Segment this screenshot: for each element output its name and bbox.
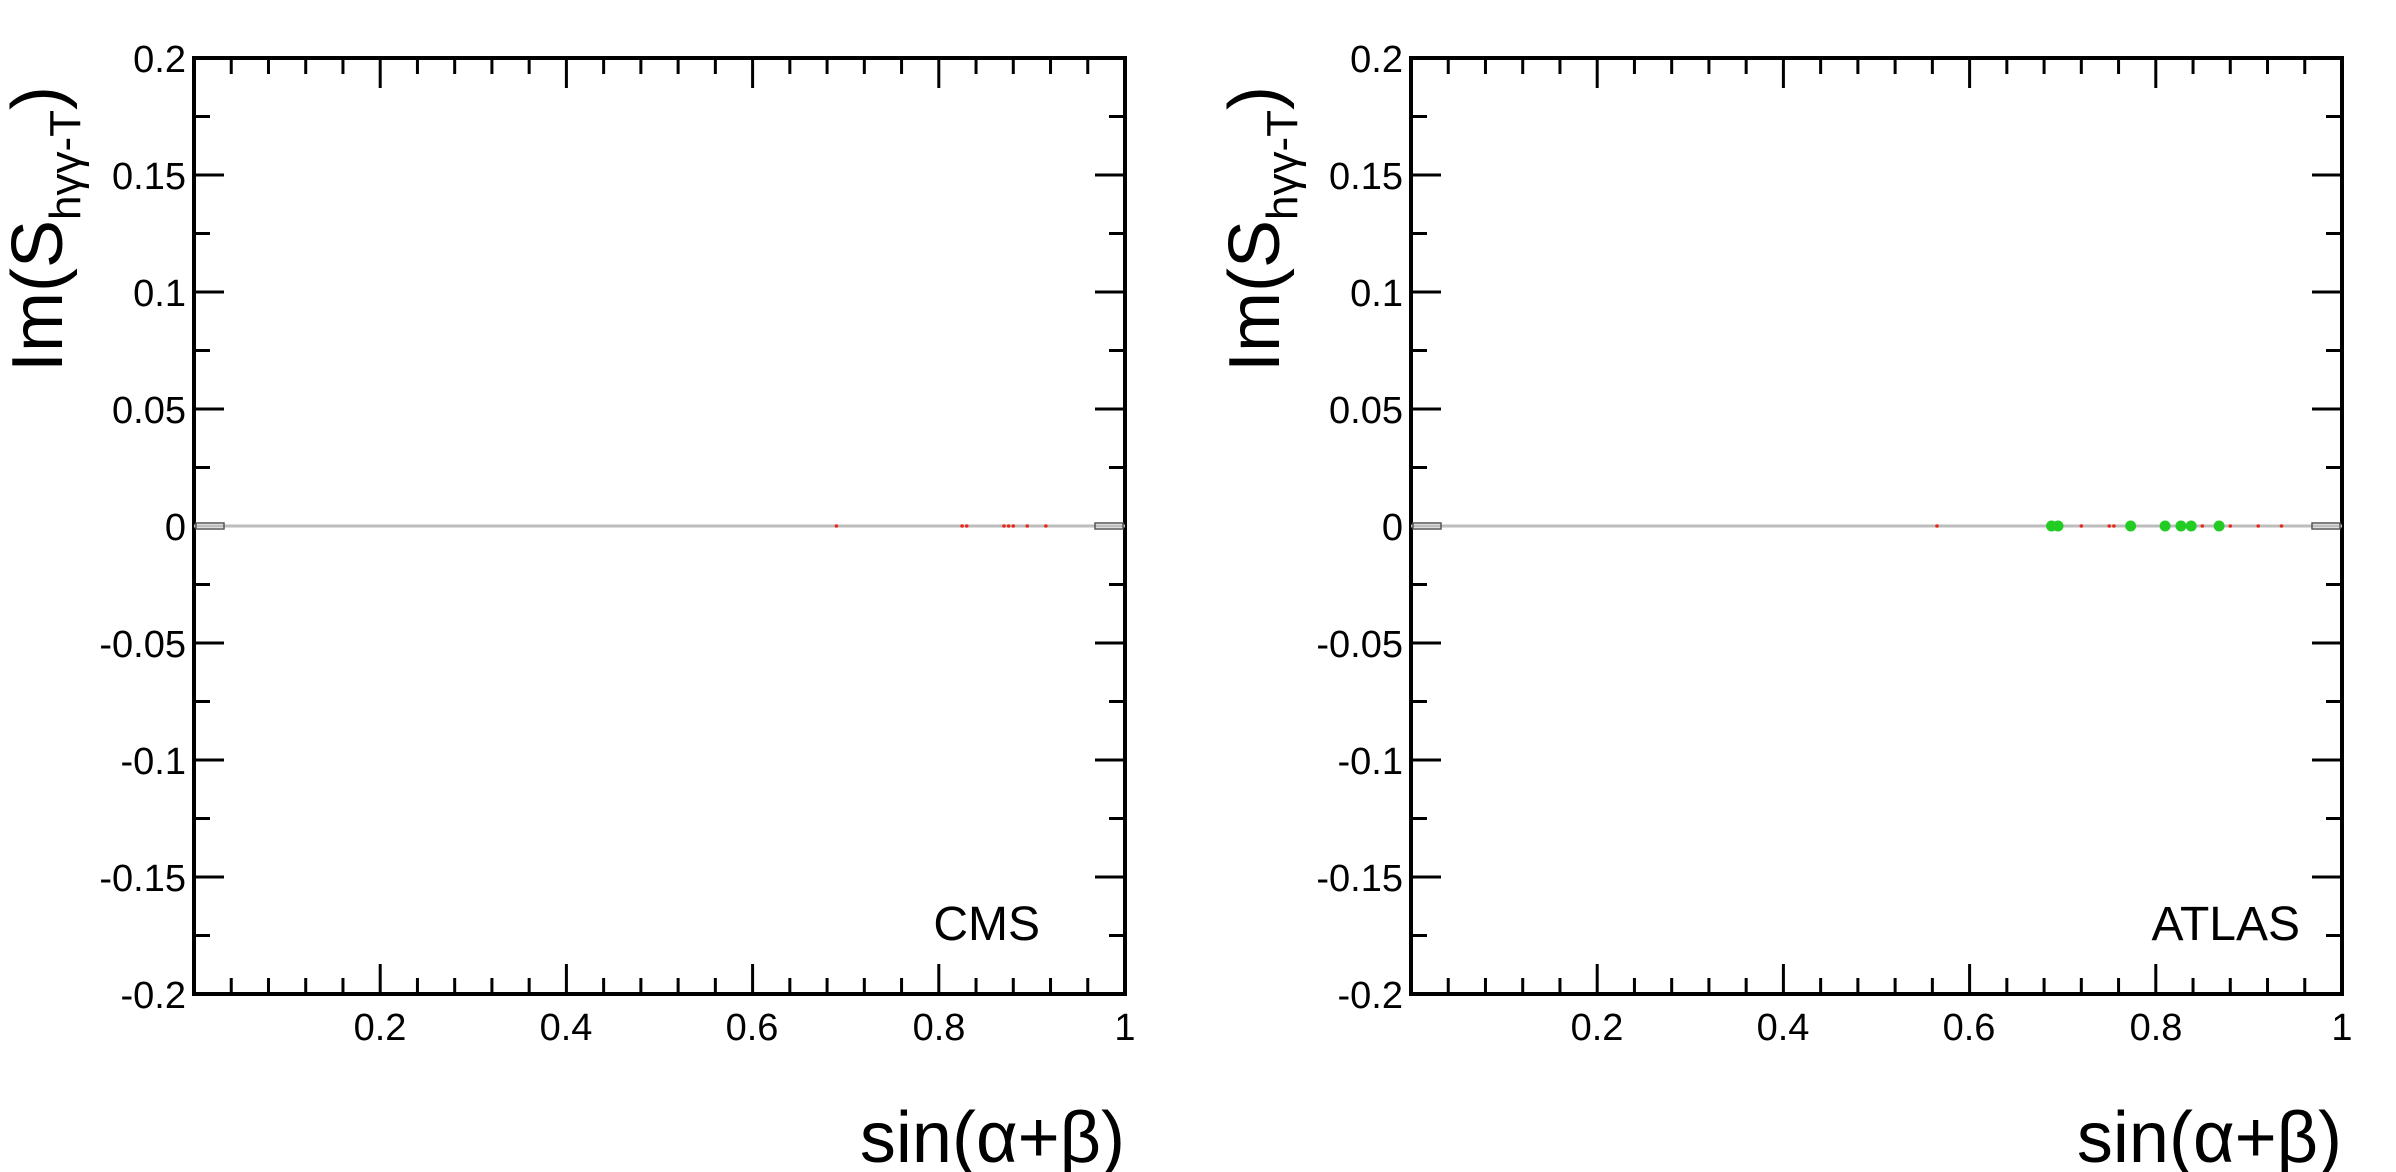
y-axis-label-cms: Im(Shγγ-T) xyxy=(0,86,90,372)
data-point xyxy=(1044,524,1048,528)
band-end-marker xyxy=(1094,522,1124,530)
data-point xyxy=(2052,520,2064,532)
y-tick-label: 0.05 xyxy=(1329,390,1403,432)
series-atlas xyxy=(1411,520,2342,532)
x-tick-labels-cms: 0.2 0.4 0.6 0.8 1 xyxy=(354,1007,1136,1049)
y-tick-label: -0.05 xyxy=(1316,624,1403,666)
y-tick-label: -0.1 xyxy=(1338,741,1403,783)
x-tick-label: 0.8 xyxy=(2130,1007,2183,1049)
data-point xyxy=(960,524,964,528)
y-tick-label: -0.2 xyxy=(1338,975,1403,1017)
y-tick-labels-cms: 0.2 0.15 0.1 0.05 0 -0.05 -0.1 -0.15 -0.… xyxy=(99,39,186,1017)
data-point xyxy=(2175,520,2187,532)
x-ticks-atlas xyxy=(1446,58,2307,994)
data-point xyxy=(2159,520,2171,532)
y-tick-label: 0.1 xyxy=(1350,273,1403,315)
x-tick-label: 0.4 xyxy=(540,1007,593,1049)
y-tick-label: 0.05 xyxy=(112,390,186,432)
y-tick-label: 0.15 xyxy=(1329,156,1403,198)
band-end-marker xyxy=(2311,522,2341,530)
x-axis-label-atlas: sin(α+β) xyxy=(2077,1098,2342,1172)
x-tick-label: 0.8 xyxy=(913,1007,966,1049)
x-tick-label: 0.2 xyxy=(354,1007,407,1049)
y-tick-labels-atlas: 0.2 0.15 0.1 0.05 0 -0.05 -0.1 -0.15 -0.… xyxy=(1316,39,1403,1017)
series-cms xyxy=(194,522,1125,530)
y-tick-label: -0.1 xyxy=(121,741,186,783)
x-tick-label: 1 xyxy=(1114,1007,1135,1049)
data-point xyxy=(2079,524,2084,528)
data-point xyxy=(2279,524,2284,528)
y-axis-label-atlas: Im(Shγγ-T) xyxy=(1215,86,1307,372)
y-tick-label: -0.05 xyxy=(99,624,186,666)
y-tick-label: -0.15 xyxy=(99,858,186,900)
band-end-marker xyxy=(195,522,225,530)
data-point xyxy=(834,524,839,528)
y-tick-label: 0.15 xyxy=(112,156,186,198)
data-point xyxy=(1002,524,1006,528)
data-point xyxy=(2200,524,2205,528)
y-tick-label: 0 xyxy=(1382,507,1403,549)
data-point xyxy=(2112,524,2116,528)
data-point xyxy=(2256,524,2261,528)
x-tick-labels-atlas: 0.2 0.4 0.6 0.8 1 xyxy=(1571,1007,2353,1049)
x-tick-label: 0.6 xyxy=(1943,1007,1996,1049)
y-tick-label: 0.1 xyxy=(133,273,186,315)
band-end-marker xyxy=(1412,522,1442,530)
y-tick-label: 0.2 xyxy=(1350,39,1403,81)
data-point xyxy=(1006,524,1011,528)
y-tick-label: -0.2 xyxy=(121,975,186,1017)
x-axis-label-cms: sin(α+β) xyxy=(860,1098,1125,1172)
x-tick-label: 1 xyxy=(2331,1007,2352,1049)
data-point xyxy=(964,524,969,528)
data-point xyxy=(1025,524,1030,528)
x-ticks-cms xyxy=(229,58,1090,994)
x-tick-label: 0.2 xyxy=(1571,1007,1624,1049)
experiment-label-atlas: ATLAS xyxy=(2152,898,2301,951)
y-ticks-cms xyxy=(194,115,1125,937)
x-tick-label: 0.4 xyxy=(1757,1007,1810,1049)
data-point xyxy=(2228,524,2233,528)
data-point xyxy=(2125,520,2137,532)
experiment-label-cms: CMS xyxy=(933,898,1040,951)
data-point xyxy=(2107,524,2112,528)
y-tick-label: 0.2 xyxy=(133,39,186,81)
data-point xyxy=(2185,520,2197,532)
y-tick-label: -0.15 xyxy=(1316,858,1403,900)
data-point xyxy=(1935,524,1939,528)
y-tick-label: 0 xyxy=(165,507,186,549)
chart-panel-cms: 0.2 0.4 0.6 0.8 1 0.2 0.15 0.1 0.05 0 -0… xyxy=(0,39,1136,1172)
data-point xyxy=(1011,524,1016,528)
x-tick-label: 0.6 xyxy=(726,1007,779,1049)
data-point xyxy=(2213,520,2225,532)
chart-panel-atlas: 0.2 0.4 0.6 0.8 1 0.2 0.15 0.1 0.05 0 -0… xyxy=(1215,39,2353,1172)
